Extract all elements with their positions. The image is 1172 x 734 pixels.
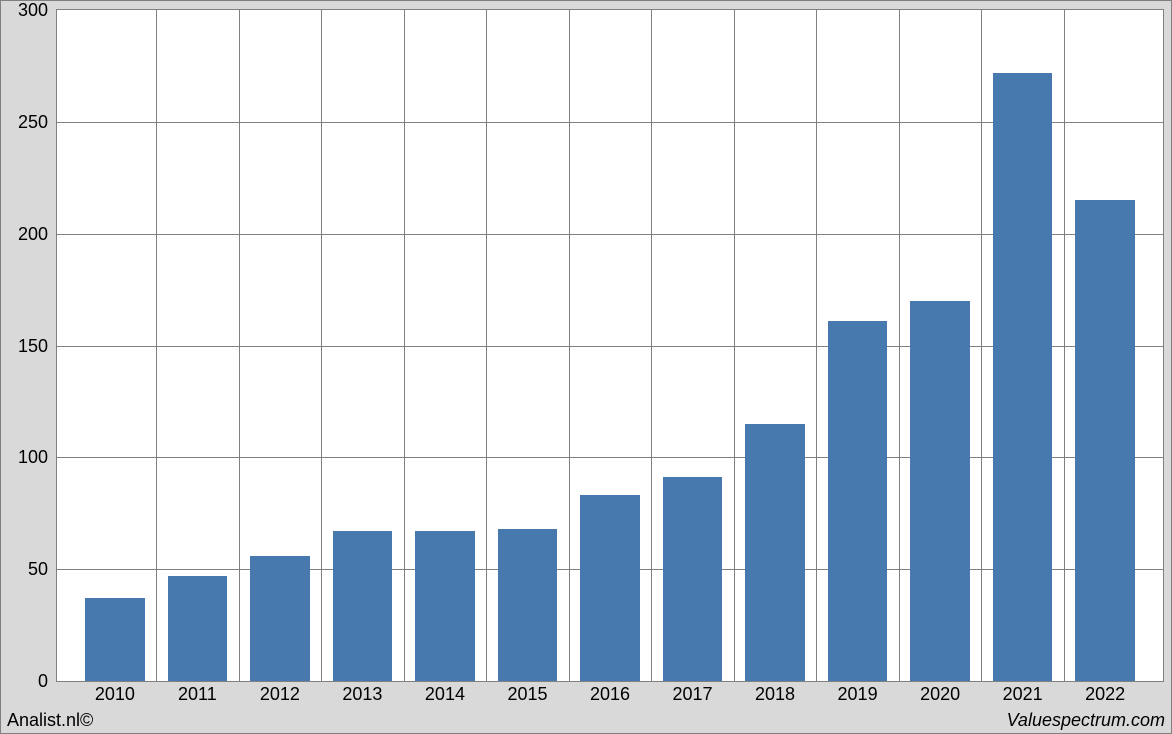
y-tick-label: 50 [1,559,48,580]
x-tick-label: 2015 [486,684,569,705]
gridline-vertical [899,10,900,681]
bar [663,477,722,681]
x-tick-label: 2011 [156,684,239,705]
bar [910,301,969,681]
bar [168,576,227,681]
y-tick-label: 0 [1,671,48,692]
bar [415,531,474,681]
x-tick-label: 2010 [74,684,157,705]
y-tick-label: 250 [1,112,48,133]
x-tick-label: 2017 [651,684,734,705]
x-tick-label: 2019 [816,684,899,705]
footer-right-text: Valuespectrum.com [1007,710,1165,731]
gridline-vertical [321,10,322,681]
y-tick-label: 100 [1,447,48,468]
bar [993,73,1052,681]
gridline-vertical [981,10,982,681]
gridline-vertical [651,10,652,681]
gridline-vertical [404,10,405,681]
x-tick-label: 2018 [734,684,817,705]
gridline-vertical [816,10,817,681]
gridline-vertical [1064,10,1065,681]
chart-outer: 050100150200250300 201020112012201320142… [0,0,1172,734]
bar [1075,200,1134,681]
bar [745,424,804,681]
x-tick-label: 2021 [981,684,1064,705]
bar [498,529,557,681]
bar [250,556,309,681]
x-tick-label: 2013 [321,684,404,705]
y-tick-label: 200 [1,224,48,245]
gridline-vertical [569,10,570,681]
bar [828,321,887,681]
x-tick-label: 2016 [569,684,652,705]
bar [333,531,392,681]
bar [85,598,144,681]
x-tick-label: 2012 [239,684,322,705]
plot-area [56,9,1164,682]
gridline-vertical [239,10,240,681]
gridline-vertical [486,10,487,681]
gridline-vertical [734,10,735,681]
bar [580,495,639,681]
x-tick-label: 2020 [899,684,982,705]
y-tick-label: 300 [1,0,48,21]
x-tick-label: 2022 [1064,684,1147,705]
x-tick-label: 2014 [404,684,487,705]
gridline-vertical [156,10,157,681]
footer-left-text: Analist.nl© [7,710,93,731]
y-tick-label: 150 [1,336,48,357]
